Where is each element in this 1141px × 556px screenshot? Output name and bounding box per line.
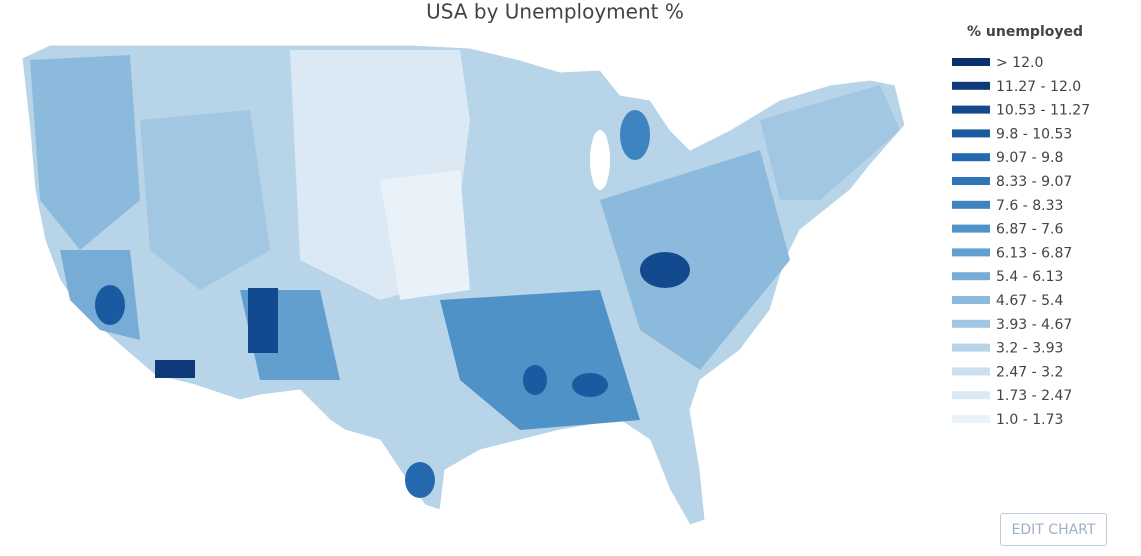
legend-label: 7.6 - 8.33	[996, 198, 1063, 214]
region-shade	[95, 285, 125, 325]
legend-label: 3.93 - 4.67	[996, 317, 1072, 333]
legend-label: 9.8 - 10.53	[996, 126, 1072, 142]
legend-title: % unemployed	[967, 24, 1083, 40]
legend-swatch	[952, 58, 990, 66]
region-shade	[405, 462, 435, 498]
legend-swatch	[952, 343, 990, 352]
chart-title: USA by Unemployment %	[426, 0, 684, 24]
legend-swatch	[952, 105, 990, 114]
legend-label: 5.4 - 6.13	[996, 269, 1063, 285]
legend-label: > 12.0	[996, 55, 1043, 71]
legend-label: 6.13 - 6.87	[996, 245, 1072, 261]
region-shade	[572, 373, 608, 397]
legend-swatch	[952, 129, 990, 138]
region-shade	[30, 55, 140, 250]
edit-chart-button[interactable]: EDIT CHART	[1000, 513, 1107, 546]
region-shade	[640, 252, 690, 288]
legend-label: 11.27 - 12.0	[996, 79, 1081, 95]
region-shade	[380, 170, 470, 300]
legend-swatch	[952, 224, 990, 233]
legend-label: 3.2 - 3.93	[996, 341, 1063, 357]
legend-label: 1.73 - 2.47	[996, 388, 1072, 404]
legend-swatch	[952, 367, 990, 376]
region-shade	[600, 150, 790, 370]
legend-label: 1.0 - 1.73	[996, 412, 1063, 428]
legend-label: 9.07 - 9.8	[996, 150, 1063, 166]
legend-swatch	[952, 153, 990, 162]
legend-swatch	[952, 248, 990, 257]
region-shade	[248, 288, 278, 353]
legend-swatch	[952, 391, 990, 400]
legend-swatch	[952, 272, 990, 281]
map	[21, 44, 906, 526]
legend-label: 4.67 - 5.4	[996, 293, 1063, 309]
legend-swatch	[952, 319, 990, 328]
legend-swatch	[952, 177, 990, 185]
legend-swatch	[952, 200, 990, 209]
legend-swatch	[952, 415, 990, 423]
region-shade	[523, 365, 547, 395]
legend-label: 2.47 - 3.2	[996, 364, 1063, 380]
legend-swatch	[952, 296, 990, 304]
legend-label: 8.33 - 9.07	[996, 174, 1072, 190]
region-shade	[620, 110, 650, 160]
region-shade	[155, 360, 195, 378]
legend-swatch	[952, 81, 990, 90]
legend-label: 6.87 - 7.6	[996, 222, 1063, 238]
legend-label: 10.53 - 11.27	[996, 103, 1090, 119]
lake	[590, 130, 610, 190]
region-shade	[140, 110, 270, 290]
region-shade	[760, 85, 900, 200]
